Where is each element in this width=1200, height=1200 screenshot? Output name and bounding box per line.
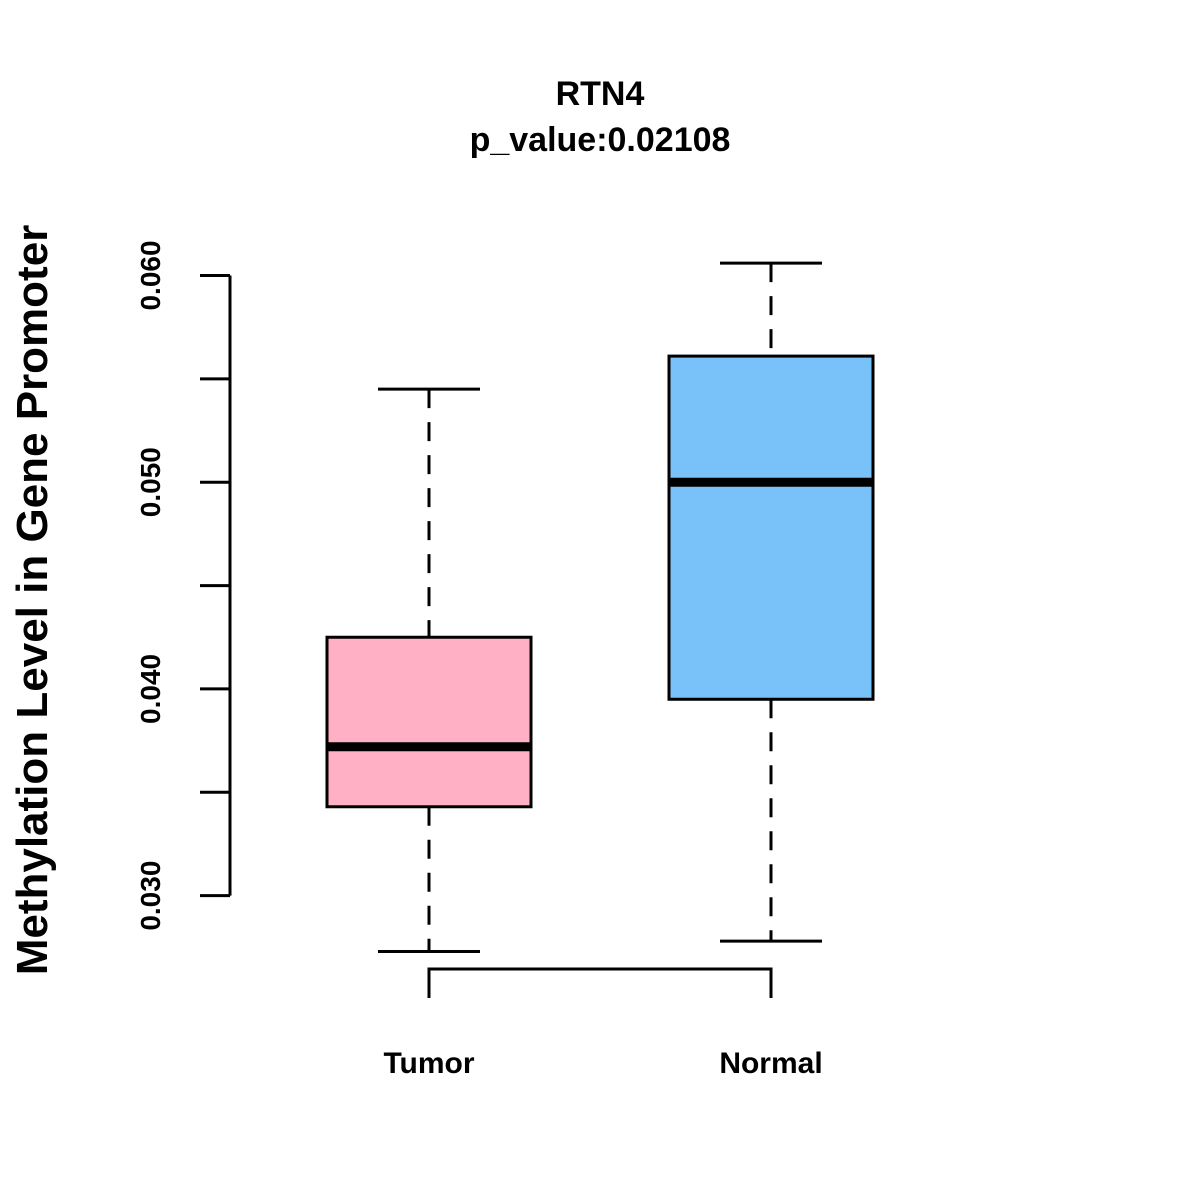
box-group-normal	[667, 261, 875, 943]
y-axis-title: Methylation Level in Gene Promoter	[8, 225, 57, 976]
chart-title: RTN4	[556, 75, 645, 113]
iqr-box	[667, 354, 875, 701]
y-tick-label: 0.050	[135, 447, 166, 517]
x-axis-labels: Tumor Normal	[383, 1047, 822, 1080]
significance-bracket	[427, 967, 773, 998]
y-tick-label: 0.060	[135, 240, 166, 310]
chart-subtitle: p_value:0.02108	[470, 121, 731, 159]
boxes	[325, 261, 875, 953]
x-category-label: Normal	[719, 1047, 822, 1080]
y-tick-label: 0.040	[135, 654, 166, 724]
y-axis: 0.030 0.040 0.050 0.060	[135, 240, 232, 931]
box-group-tumor	[325, 387, 533, 953]
y-tick-label: 0.030	[135, 861, 166, 931]
bracket-line	[427, 967, 773, 998]
iqr-box	[325, 635, 533, 809]
x-category-label: Tumor	[383, 1047, 474, 1080]
